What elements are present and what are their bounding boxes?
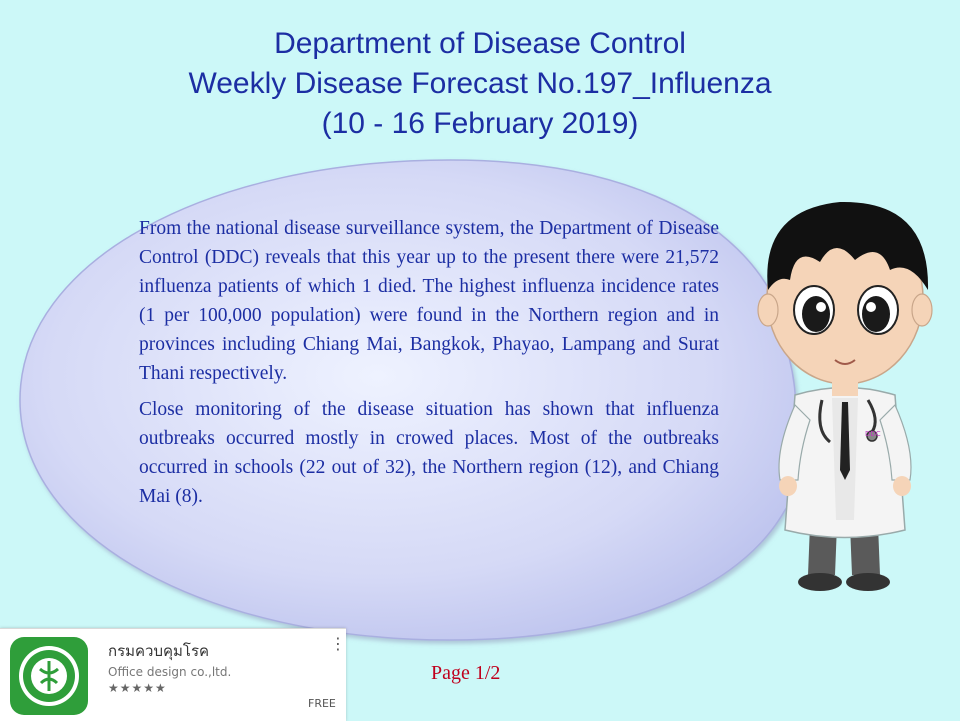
- app-developer: Office design co.,ltd.: [108, 665, 232, 679]
- ddc-app-icon[interactable]: [10, 637, 88, 715]
- page-title: Department of Disease Control Weekly Dis…: [0, 24, 960, 144]
- overflow-menu-icon[interactable]: ⋮: [330, 634, 346, 653]
- app-rating-stars: ★★★★★: [108, 681, 167, 695]
- ddc-seal-icon: [19, 646, 79, 706]
- title-line-3: (10 - 16 February 2019): [321, 107, 639, 140]
- app-store-card[interactable]: กรมควบคุมโรค Office design co.,ltd. ★★★★…: [0, 628, 346, 721]
- doctor-mascot-illustration: DDC: [757, 201, 933, 591]
- app-price-label[interactable]: FREE: [308, 697, 336, 710]
- paragraph-surveillance: From the national disease surveillance s…: [139, 218, 719, 384]
- title-line-1: Department of Disease Control: [274, 27, 686, 60]
- page-number: Page 1/2: [431, 662, 501, 684]
- forecast-body: From the national disease surveillance s…: [139, 214, 719, 518]
- paragraph-outbreaks: Close monitoring of the disease situatio…: [139, 399, 719, 507]
- mascot-badge: DDC: [865, 430, 881, 438]
- title-line-2: Weekly Disease Forecast No.197_Influenza: [188, 67, 772, 100]
- app-name: กรมควบคุมโรค: [108, 642, 210, 660]
